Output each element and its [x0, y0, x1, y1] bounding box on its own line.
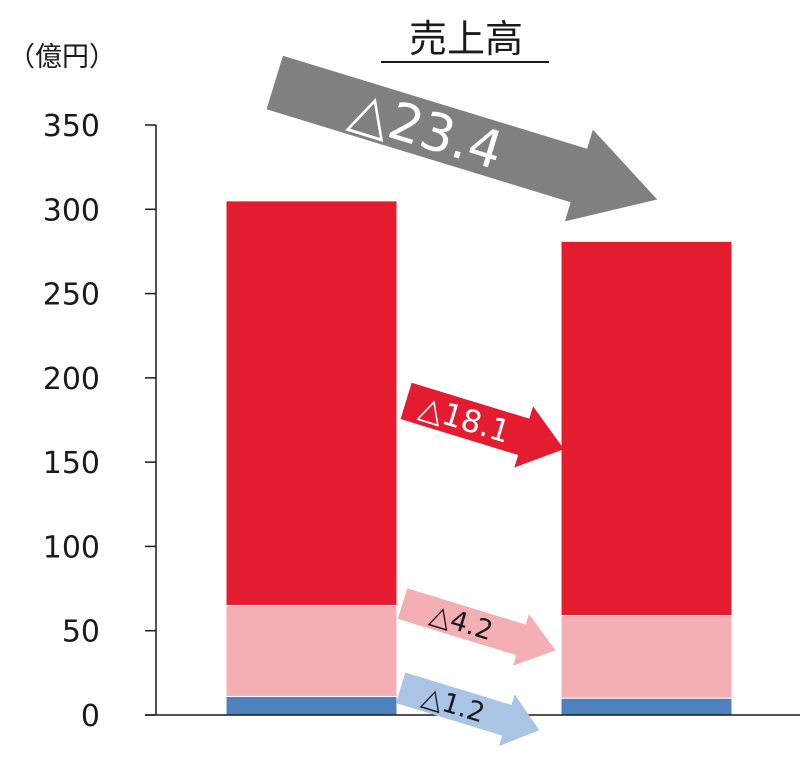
chart-title: 売上高 — [409, 17, 523, 61]
bars-layer — [225, 200, 733, 716]
change-arrow-shape — [266, 55, 658, 222]
y-tick-label: 150 — [43, 446, 100, 481]
arrow-layer: △23.4 △18.1 △4.2 △1.2 — [266, 55, 658, 747]
y-tick-label: 100 — [43, 530, 100, 565]
change-arrow-2: △4.2 — [397, 588, 556, 666]
change-arrow-shape — [397, 588, 556, 666]
y-tick-label: 200 — [43, 362, 100, 397]
bar-segment-2-1 — [560, 240, 733, 617]
bar-segment-1-0 — [225, 604, 398, 697]
change-arrow-label: △1.2 — [418, 681, 488, 729]
y-tick-label: 350 — [43, 109, 100, 144]
y-tick-label: 50 — [62, 615, 100, 650]
title-group: 売上高 — [381, 17, 549, 63]
bar-segment-0-1 — [560, 697, 733, 716]
change-arrow-shape — [395, 672, 540, 747]
y-tick-label: 0 — [81, 699, 100, 734]
bar-segment-2-0 — [225, 200, 398, 606]
y-axis-unit-label: （億円） — [8, 42, 116, 73]
bar-segment-0-0 — [225, 695, 398, 716]
change-arrow-1: △18.1 — [400, 382, 564, 468]
change-arrow-label: △18.1 — [415, 389, 514, 451]
axis-layer: 0 50 100 150 200 250 300 350 — [43, 109, 800, 734]
bar-segment-1-1 — [560, 615, 733, 699]
change-arrow-label: △4.2 — [426, 599, 496, 647]
change-arrow-shape — [400, 382, 564, 468]
y-tick-label: 300 — [43, 193, 100, 228]
y-tick-label: 250 — [43, 278, 100, 313]
change-arrow-3: △1.2 — [395, 672, 540, 747]
change-arrow-label: △23.4 — [343, 79, 510, 182]
